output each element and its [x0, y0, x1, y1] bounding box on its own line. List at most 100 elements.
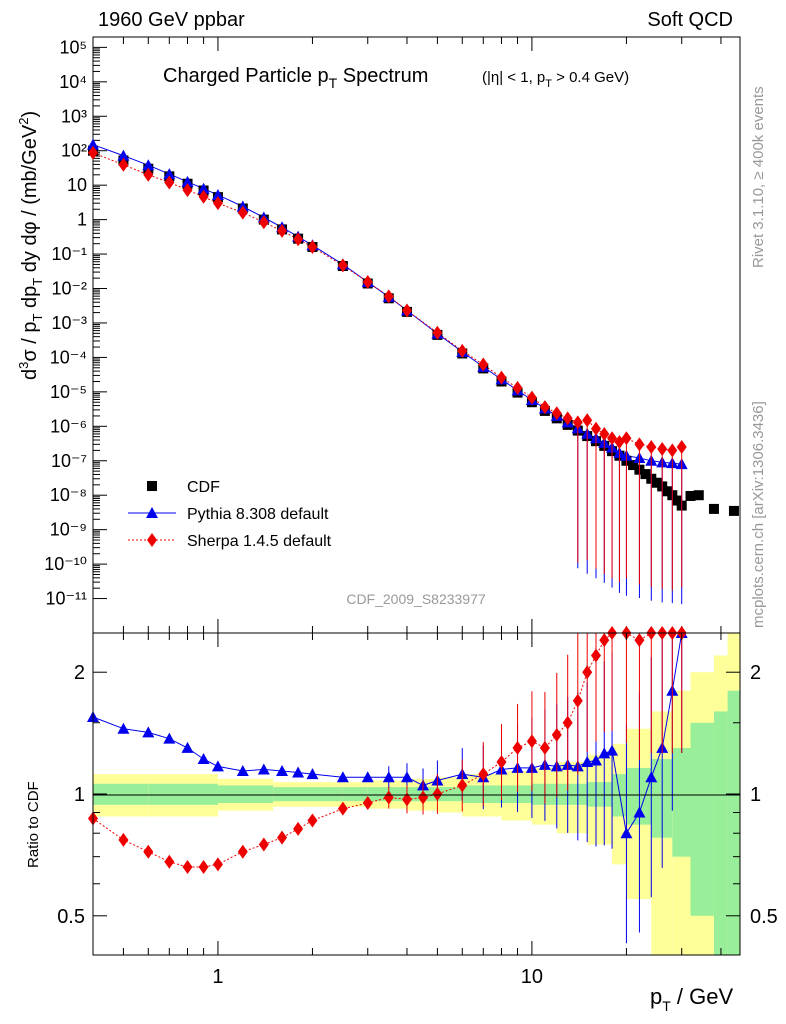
sherpa-ratio-point [337, 801, 348, 816]
cdf-point [708, 503, 719, 514]
sherpa-point [562, 411, 573, 426]
pythia-ratio-point [197, 753, 210, 765]
main-y-tick-label: 10⁻¹¹ [45, 589, 87, 609]
cut-b: T [545, 78, 552, 90]
cdf-point [728, 505, 739, 516]
sherpa-point [621, 431, 632, 446]
cdf-point [693, 490, 704, 501]
ratio-x-axis: 1 10 [92, 633, 722, 988]
band-inner-segment [727, 690, 740, 955]
x-axis-label: pT / GeV [650, 984, 733, 1014]
main-y-tick-label: 10 [67, 175, 87, 195]
sherpa-point [657, 441, 668, 456]
pythia-main-line [92, 144, 682, 465]
main-y-tick-label: 10⁴ [59, 72, 87, 92]
sherpa-ratio-point [539, 740, 550, 755]
pythia-ratio-point [581, 755, 594, 767]
ratio-x-tick-label: 1 [212, 966, 223, 988]
ratio-y-axis: 0.5 0.5 1 1 2 2 [57, 662, 778, 928]
yl-7: 2 [16, 118, 31, 125]
analysis-id: CDF_2009_S8233977 [346, 591, 486, 607]
legend-cdf-label: CDF [187, 479, 220, 496]
plot-title: Charged Particle pT Spectrum [163, 65, 428, 91]
main-y-tick-label: 10⁻⁵ [50, 382, 87, 402]
main-y-tick-label: 10⁻¹⁰ [44, 554, 87, 574]
sherpa-point [383, 289, 394, 304]
band-inner-segment [93, 783, 149, 805]
band-inner-segment [556, 783, 588, 805]
main-y-tick-label: 10⁻⁹ [50, 520, 87, 540]
pythia-ratio-point [236, 764, 249, 776]
sherpa-point [607, 431, 618, 446]
band-inner-segment [672, 747, 691, 857]
sherpa-point [401, 303, 412, 318]
sherpa-ratio-point [432, 787, 443, 801]
title-main: Charged Particle p [163, 65, 329, 87]
pythia-point [211, 188, 224, 200]
band-inner-segment [342, 787, 368, 802]
main-y-label: d3σ / pT dpT dy dφ / (mb/GeV2) [16, 111, 45, 380]
ratio-x-tick-label: 10 [521, 966, 543, 988]
ratio-uncertainty-bands [93, 633, 740, 955]
pythia-point [117, 149, 130, 161]
cut-a: (|η| < 1, p [482, 69, 545, 86]
legend-pythia-label: Pythia 8.308 default [187, 506, 329, 523]
band-inner-segment [501, 785, 532, 804]
pythia-point [87, 138, 99, 150]
band-inner-segment [273, 787, 343, 802]
legend-pythia-marker [146, 507, 158, 518]
sherpa-point [337, 258, 348, 273]
sherpa-point [457, 343, 468, 358]
pythia-ratio-point [598, 747, 611, 759]
yl-6: dy dφ / (mb/GeV [19, 124, 41, 278]
sherpa-point [237, 205, 248, 220]
sherpa-point [143, 167, 154, 182]
main-y-tick-label: 10⁻² [51, 279, 87, 299]
yl-5: T [30, 278, 45, 286]
sherpa-point [362, 274, 373, 289]
sherpa-point [512, 380, 523, 395]
sherpa-ratio-point [118, 832, 129, 847]
pythia-point [181, 175, 194, 187]
main-panel: 10⁻¹¹ 10⁻¹⁰ 10⁻⁹ 10⁻⁸ 10⁻⁷ 10⁻⁶ 10⁻⁵ 10⁻⁴ 10⁻³ 10… [16, 36, 741, 634]
sherpa-point [164, 175, 175, 190]
sherpa-point [646, 440, 657, 455]
pythia-ratio-point [163, 732, 176, 744]
sherpa-ratio-point [198, 860, 209, 875]
pythia-ratio-point [606, 744, 619, 756]
yl-1: 3 [16, 362, 31, 369]
ratio-y-tick-label-right: 1 [750, 784, 761, 806]
ratio-y-tick-label-right: 2 [750, 662, 761, 684]
sherpa-point [496, 370, 507, 385]
main-x-ticks [92, 37, 722, 633]
main-y-tick-label: 10⁻⁷ [51, 451, 87, 471]
legend-entry-sherpa: Sherpa 1.4.5 default [128, 533, 332, 550]
ratio-y-tick-label: 1 [74, 784, 85, 806]
ratio-y-tick-label: 2 [74, 662, 85, 684]
sherpa-ratio-point [401, 792, 412, 807]
sherpa-point [293, 232, 304, 247]
sherpa-ratio-point [164, 854, 175, 869]
sherpa-ratio-point [512, 740, 523, 755]
pythia-ratio-point [645, 771, 658, 783]
yl-0: d [19, 369, 41, 380]
sherpa-point [478, 357, 489, 372]
sherpa-ratio-point [418, 790, 429, 805]
pythia-point [163, 168, 176, 180]
sherpa-point [599, 426, 610, 441]
xl-0: p [650, 984, 662, 1009]
sherpa-ratio-point [496, 754, 507, 769]
sherpa-point [307, 240, 318, 255]
sherpa-ratio-point [634, 633, 645, 648]
sherpa-point [432, 325, 443, 340]
sherpa-ratio-point [258, 837, 269, 852]
legend-cdf-marker [147, 481, 157, 491]
category-label: Soft QCD [647, 9, 733, 31]
pythia-ratio-point [620, 827, 633, 839]
sherpa-point [539, 400, 550, 415]
sherpa-ratio-point [182, 860, 193, 875]
rivet-version-label: Rivet 3.1.10, ≥ 400k events [750, 86, 767, 268]
sherpa-ratio-point [599, 633, 610, 648]
pythia-point [197, 182, 210, 194]
sherpa-point [212, 196, 223, 211]
